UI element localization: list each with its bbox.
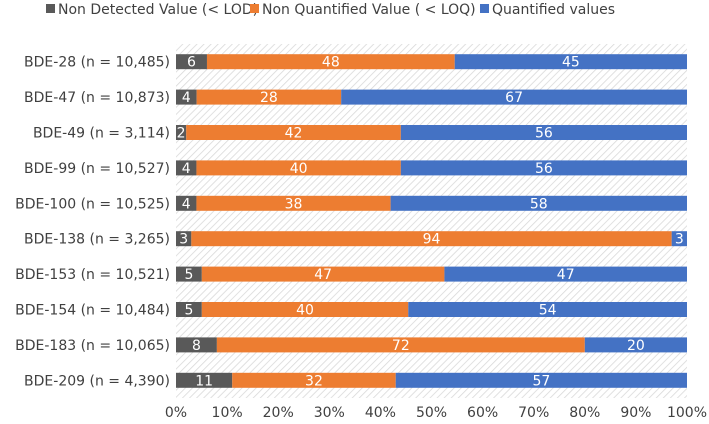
data-label-4-2: 58 bbox=[530, 196, 548, 212]
bars-group: 6 48 45 4 28 67 2 42 56 4 40 56 4 38 58 3 94 3 5 47 47 5 40 54 8… bbox=[176, 54, 687, 389]
bar-9-series-2 bbox=[395, 372, 687, 388]
bar-0-series-0 bbox=[176, 54, 207, 70]
data-label-4-1: 38 bbox=[285, 196, 303, 212]
x-tick-label-6: 60% bbox=[467, 405, 498, 421]
x-tick-label-4: 40% bbox=[365, 405, 396, 421]
data-label-6-2: 47 bbox=[557, 267, 575, 283]
bar-2-series-0 bbox=[176, 125, 187, 140]
bar-3-series-0 bbox=[176, 160, 197, 176]
bar-2-series-1 bbox=[186, 125, 401, 140]
bar-2-series-2 bbox=[400, 125, 687, 140]
category-label-1: BDE-47 (n = 10,873) bbox=[24, 90, 170, 106]
legend: Non Detected Value (< LOD) Non Quantified… bbox=[46, 2, 615, 18]
data-label-6-0: 5 bbox=[184, 267, 193, 283]
x-tick-label-3: 30% bbox=[314, 405, 345, 421]
bar-5-series-0 bbox=[176, 231, 192, 247]
bar-0-series-1 bbox=[206, 54, 455, 70]
bar-6-series-0 bbox=[176, 266, 202, 282]
data-label-4-0: 4 bbox=[182, 196, 191, 212]
bar-4-series-1 bbox=[196, 195, 391, 211]
data-label-0-2: 45 bbox=[562, 55, 580, 71]
data-label-8-0: 8 bbox=[192, 338, 201, 354]
data-label-2-2: 56 bbox=[535, 126, 553, 142]
bar-8-series-1 bbox=[216, 337, 585, 353]
bar-4-series-0 bbox=[176, 195, 197, 211]
legend-label-1: Non Quantified Value ( < LOQ) bbox=[262, 2, 476, 18]
legend-swatch-0 bbox=[46, 4, 55, 13]
x-tick-label-8: 80% bbox=[569, 405, 600, 421]
data-label-7-2: 54 bbox=[539, 303, 557, 319]
legend-swatch-1 bbox=[250, 4, 259, 13]
bar-5-series-1 bbox=[191, 231, 672, 247]
x-tick-label-10: 100% bbox=[667, 405, 707, 421]
data-label-2-1: 42 bbox=[285, 126, 303, 142]
bar-9-series-0 bbox=[176, 372, 233, 388]
data-label-3-0: 4 bbox=[182, 161, 191, 177]
bar-5-series-2 bbox=[671, 231, 687, 247]
bar-3-series-1 bbox=[196, 160, 401, 176]
category-label-0: BDE-28 (n = 10,485) bbox=[24, 55, 170, 71]
data-label-3-1: 40 bbox=[290, 161, 308, 177]
bar-1-series-2 bbox=[341, 89, 687, 105]
data-label-9-2: 57 bbox=[532, 373, 550, 389]
bar-4-series-2 bbox=[390, 195, 687, 211]
data-label-0-0: 6 bbox=[187, 55, 196, 71]
bar-8-series-0 bbox=[176, 337, 217, 353]
bar-1-series-0 bbox=[176, 89, 197, 105]
data-label-5-1: 94 bbox=[423, 232, 441, 248]
x-tick-label-2: 20% bbox=[263, 405, 294, 421]
category-label-9: BDE-209 (n = 4,390) bbox=[24, 373, 170, 389]
bar-8-series-2 bbox=[584, 337, 687, 353]
data-label-7-1: 40 bbox=[296, 303, 314, 319]
data-label-1-1: 28 bbox=[260, 90, 278, 106]
x-tick-label-9: 90% bbox=[620, 405, 651, 421]
category-labels: BDE-28 (n = 10,485) BDE-47 (n = 10,873) BD… bbox=[15, 55, 170, 390]
category-label-6: BDE-153 (n = 10,521) bbox=[15, 267, 170, 283]
bar-6-series-1 bbox=[201, 266, 445, 282]
data-label-8-2: 20 bbox=[627, 338, 645, 354]
data-label-3-2: 56 bbox=[535, 161, 553, 177]
bar-7-series-1 bbox=[201, 302, 409, 317]
category-label-3: BDE-99 (n = 10,527) bbox=[24, 161, 170, 177]
data-label-5-2: 3 bbox=[675, 232, 684, 248]
legend-swatch-2 bbox=[480, 4, 489, 13]
x-axis-ticks: 0% 10% 20% 30% 40% 50% 60% 70% 80% 90% 100% bbox=[165, 405, 707, 421]
category-label-8: BDE-183 (n = 10,065) bbox=[15, 338, 170, 354]
x-tick-label-0: 0% bbox=[165, 405, 187, 421]
x-tick-label-7: 70% bbox=[518, 405, 549, 421]
category-label-2: BDE-49 (n = 3,114) bbox=[33, 126, 170, 142]
data-label-7-0: 5 bbox=[184, 303, 193, 319]
data-label-1-2: 67 bbox=[505, 90, 523, 106]
category-label-7: BDE-154 (n = 10,484) bbox=[15, 303, 170, 319]
data-label-9-1: 32 bbox=[305, 373, 323, 389]
data-label-9-0: 11 bbox=[195, 373, 213, 389]
legend-label-2: Quantified values bbox=[492, 2, 615, 18]
data-label-2-0: 2 bbox=[177, 126, 186, 142]
data-label-0-1: 48 bbox=[322, 55, 340, 71]
bar-0-series-2 bbox=[454, 54, 687, 70]
legend-label-0: Non Detected Value (< LOD) bbox=[58, 2, 258, 18]
bar-7-series-0 bbox=[176, 302, 202, 317]
bar-7-series-2 bbox=[408, 302, 687, 317]
x-tick-label-1: 10% bbox=[212, 405, 243, 421]
data-label-6-1: 47 bbox=[314, 267, 332, 283]
data-label-5-0: 3 bbox=[179, 232, 188, 248]
data-label-1-0: 4 bbox=[182, 90, 191, 106]
category-label-4: BDE-100 (n = 10,525) bbox=[15, 196, 170, 212]
bar-6-series-2 bbox=[444, 266, 687, 282]
x-tick-label-5: 50% bbox=[416, 405, 447, 421]
bar-9-series-1 bbox=[232, 372, 396, 388]
category-label-5: BDE-138 (n = 3,265) bbox=[24, 232, 170, 248]
bar-3-series-2 bbox=[400, 160, 687, 176]
bar-1-series-1 bbox=[196, 89, 342, 105]
data-label-8-1: 72 bbox=[392, 338, 410, 354]
